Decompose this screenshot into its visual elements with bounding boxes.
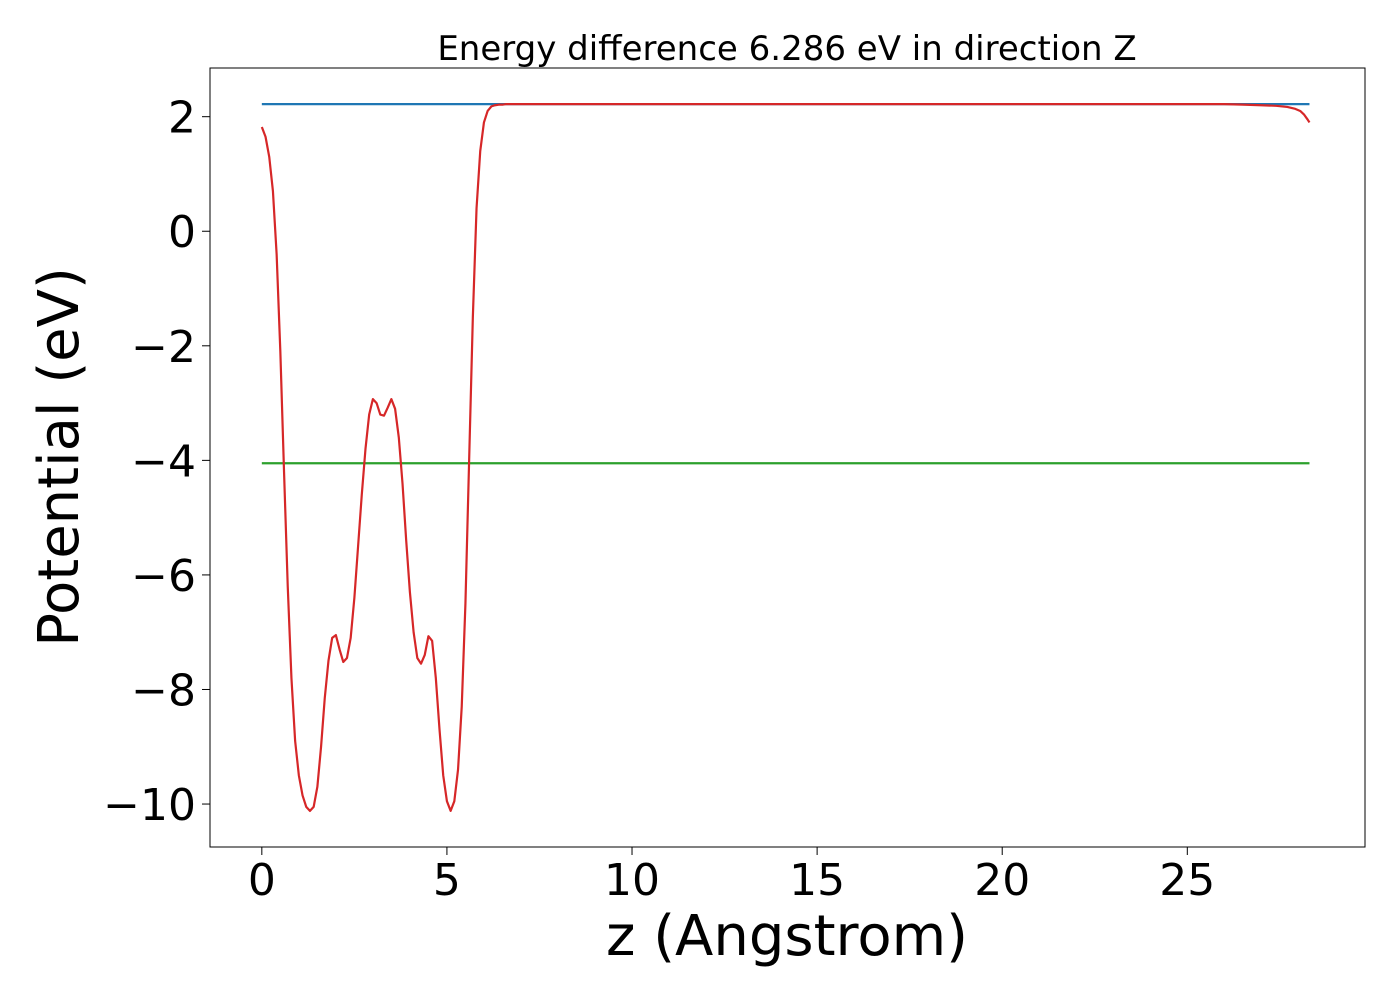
chart-title: Energy difference 6.286 eV in direction … <box>437 29 1136 69</box>
x-tick-label: 10 <box>604 855 660 906</box>
y-tick-label: −4 <box>131 436 196 487</box>
x-tick-label: 0 <box>248 855 276 906</box>
y-axis: 2 0 −2 −4 −6 −8 −10 <box>103 93 210 831</box>
x-tick-label: 15 <box>789 855 845 906</box>
y-tick-label: −8 <box>131 665 196 716</box>
y-tick-label: 2 <box>168 93 196 144</box>
y-axis-label: Potential (eV) <box>27 267 92 647</box>
series-layer <box>260 102 1311 813</box>
y-tick-label: −6 <box>131 551 196 602</box>
x-tick-label: 25 <box>1159 855 1215 906</box>
y-tick-label: −10 <box>103 780 196 831</box>
series-line-planar-average-potential <box>260 102 1311 813</box>
axes-frame <box>209 67 1366 848</box>
x-axis: 0 5 10 15 20 25 <box>248 847 1215 906</box>
plot-area <box>209 67 1366 848</box>
y-tick-label: −2 <box>131 322 196 373</box>
x-axis-label: z (Angstrom) <box>606 904 968 969</box>
x-tick-label: 5 <box>433 855 461 906</box>
y-tick-label: 0 <box>168 207 196 258</box>
x-tick-label: 20 <box>974 855 1030 906</box>
